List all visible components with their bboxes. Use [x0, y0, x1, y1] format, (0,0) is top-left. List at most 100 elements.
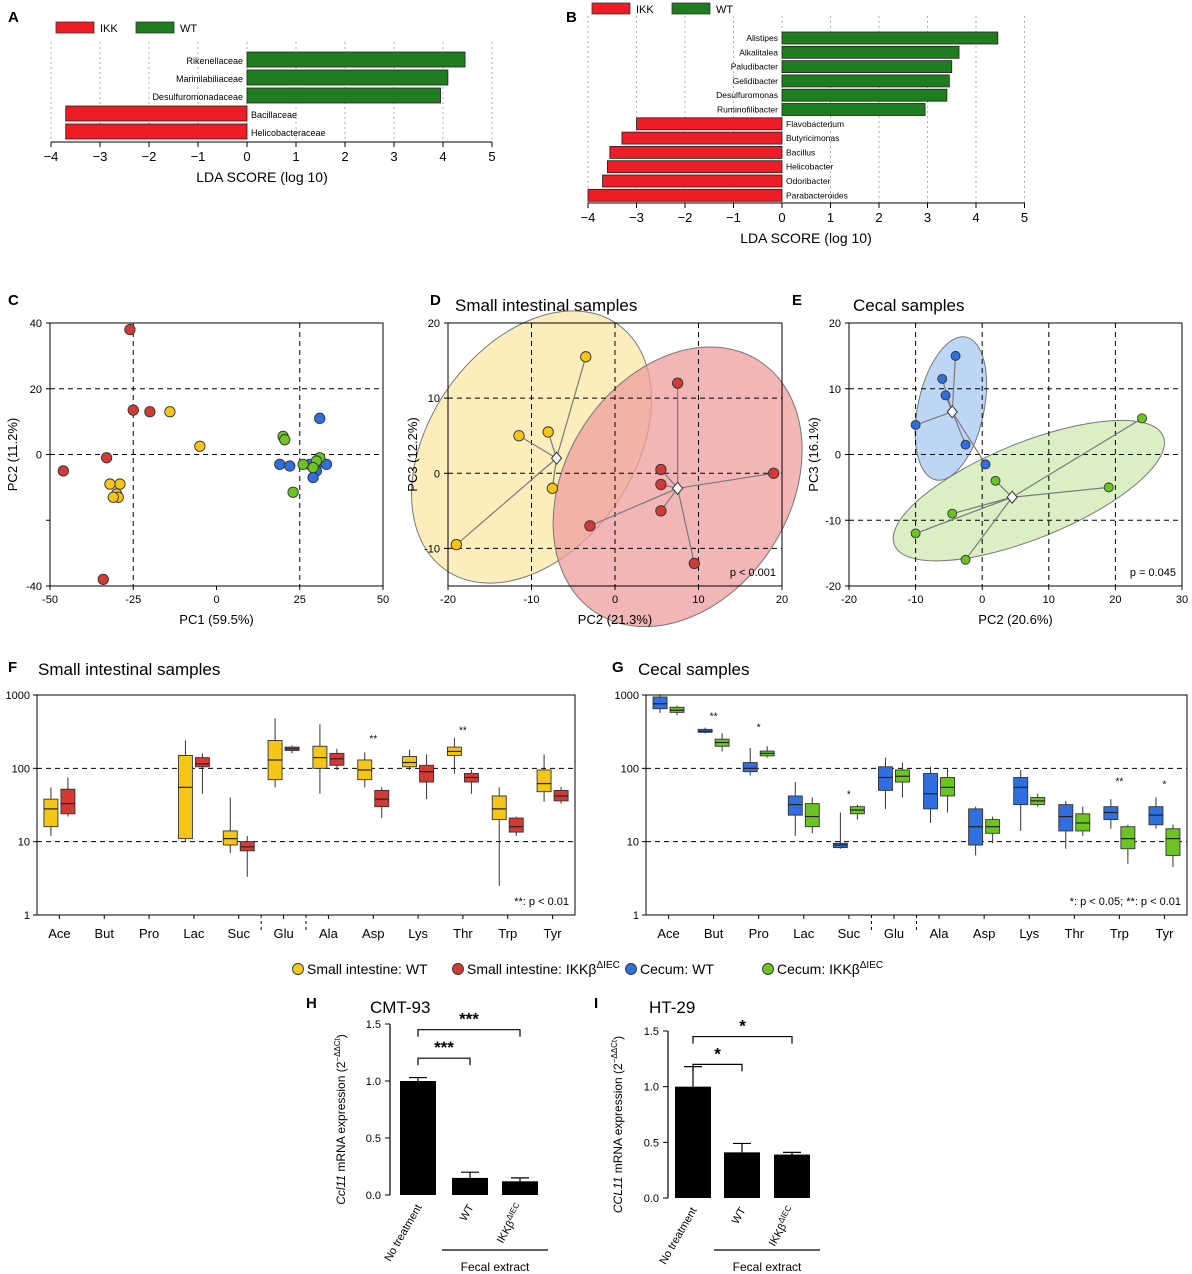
y-tick-label: 10 — [829, 384, 841, 396]
y-tick-label: 0 — [434, 468, 440, 480]
panel-letter-h: H — [306, 995, 317, 1012]
x-tick-label: −3 — [93, 149, 108, 164]
legend-item-cec-ikk: Cecum: IKKβΔIEC — [762, 960, 883, 977]
bar-body — [724, 1152, 760, 1198]
centroid-marker — [1006, 490, 1018, 505]
x-tick-label-thr: Thr — [1065, 926, 1085, 941]
point-si-ikk — [655, 463, 667, 476]
y-axis-label: PC3 (12.2%) — [405, 417, 420, 491]
bar-flavobacterium — [636, 117, 783, 131]
box-body — [940, 777, 955, 797]
x-axis-label: PC2 (20.6%) — [978, 612, 1052, 627]
legend-label: Cecum: IKKβΔIEC — [777, 960, 883, 977]
point-si-ikk — [671, 377, 684, 389]
point-cec-wt — [950, 350, 961, 361]
centroid-spoke — [951, 411, 987, 465]
legend-swatch — [292, 963, 304, 975]
significance-bracket-1: *** — [417, 1038, 471, 1066]
y-axis-label-part: −ΔΔCt — [610, 1039, 619, 1063]
y-axis-label-part: ) — [334, 1034, 348, 1038]
significance-stars: *** — [434, 1038, 454, 1057]
point-si-wt — [104, 478, 116, 490]
y-tick-label: 10 — [627, 837, 639, 849]
x-tick-label-lys: Lys — [1019, 926, 1039, 941]
significance-stars: ** — [710, 712, 718, 723]
bar-marinilabiliaceae — [246, 69, 449, 86]
box-cec-wt-pro — [742, 747, 758, 776]
box-cec-ikk-trp — [1120, 824, 1136, 864]
box-cec-wt-ace — [652, 695, 668, 713]
plot-frame — [36, 694, 576, 916]
bar-bacillus — [609, 145, 783, 159]
legend-label-superscript: ΔIEC — [860, 960, 883, 971]
legend-swatch — [762, 963, 774, 975]
centroid-marker — [946, 404, 958, 419]
y-tick-label: 0.5 — [644, 1137, 659, 1149]
x-tick-label-text: WT — [730, 1205, 749, 1226]
bar-label-odoribacter: Odoribacter — [786, 176, 831, 186]
panel-b-lda-chart: IKK WT Alistipes Alkalitalea Paludibacter Gel… — [581, 2, 1028, 246]
group-label: Fecal extract — [461, 1260, 530, 1274]
bracket-line — [417, 1029, 521, 1037]
x-tick-label: -20 — [440, 594, 456, 606]
y-tick-label: -10 — [424, 543, 440, 555]
x-tick-label-suc: Suc — [838, 926, 861, 941]
box-body — [419, 764, 435, 783]
centroid-spoke — [1012, 486, 1109, 498]
y-tick-label: -20 — [825, 581, 841, 593]
point-si-ikk — [124, 323, 136, 336]
x-tick-label-superscript: ΔIEC — [776, 1204, 793, 1225]
x-tick-label: 4 — [972, 210, 979, 225]
x-tick-label: −3 — [629, 210, 644, 225]
x-tick-label-ikk-: IKKβΔIEC — [492, 1201, 526, 1246]
bar-helicobacteraceae — [65, 123, 248, 140]
y-tick-label: 1 — [633, 910, 639, 922]
y-tick-label: 100 — [621, 763, 639, 775]
bar-body — [400, 1081, 436, 1195]
legend-label-text: Cecum: WT — [640, 961, 714, 977]
bar-label-alkalitalea: Alkalitalea — [739, 47, 778, 57]
x-tick-label: 50 — [377, 594, 389, 606]
legend-swatch-wt — [135, 21, 175, 34]
point-si-ikk — [768, 467, 780, 479]
x-axis-label: PC1 (59.5%) — [179, 612, 253, 627]
x-tick-label: 20 — [776, 594, 788, 606]
x-axis-label: PC2 (21.3%) — [578, 612, 652, 627]
y-axis-label: PC2 (11.2%) — [5, 418, 20, 491]
box-cec-ikk-ace — [669, 705, 685, 716]
y-tick-label: 1.5 — [366, 1019, 381, 1031]
bar-label-desulfuromonadaceae: Desulfuromonadaceae — [152, 92, 243, 102]
panel-letter-i: I — [594, 995, 598, 1012]
y-axis-label-part: mRNA expression (2 — [611, 1063, 625, 1177]
x-tick-label: 0 — [778, 210, 785, 225]
significance-bracket-1: * — [692, 1044, 743, 1072]
y-tick-label: 1000 — [615, 690, 639, 702]
bar-label-desulfuromonas: Desulfuromonas — [716, 90, 778, 100]
bar-label-rikenellaceae: Rikenellaceae — [186, 56, 243, 66]
y-tick-label: 40 — [30, 318, 42, 330]
x-tick-label: -50 — [42, 594, 58, 606]
x-tick-label-trp: Trp — [1110, 926, 1129, 941]
point-si-ikk — [97, 573, 109, 586]
point-si-wt — [542, 426, 554, 438]
bar-body — [675, 1086, 711, 1198]
legend-label-superscript: ΔIEC — [596, 960, 619, 971]
bar-alkalitalea — [781, 45, 960, 59]
centroid-spoke — [455, 457, 557, 546]
panel-letter-f: F — [8, 659, 17, 676]
centroid-spoke — [677, 488, 695, 564]
box-cec-wt-tyr — [1148, 797, 1164, 829]
x-tick-label-asp: Asp — [362, 926, 384, 941]
x-tick-label-but: But — [704, 926, 724, 941]
box-si-wt-tyr — [536, 754, 552, 802]
box-body — [1120, 826, 1136, 850]
x-tick-label-text: IKKβ — [767, 1222, 789, 1249]
point-cec-wt — [910, 419, 921, 430]
box-body — [1013, 777, 1029, 806]
x-tick-label-text: No treatment — [657, 1206, 699, 1267]
box-body — [1103, 806, 1119, 821]
x-tick-label-pro: Pro — [749, 926, 769, 941]
x-tick-label-glu: Glu — [884, 926, 904, 941]
point-cec-ikk — [1103, 482, 1114, 493]
